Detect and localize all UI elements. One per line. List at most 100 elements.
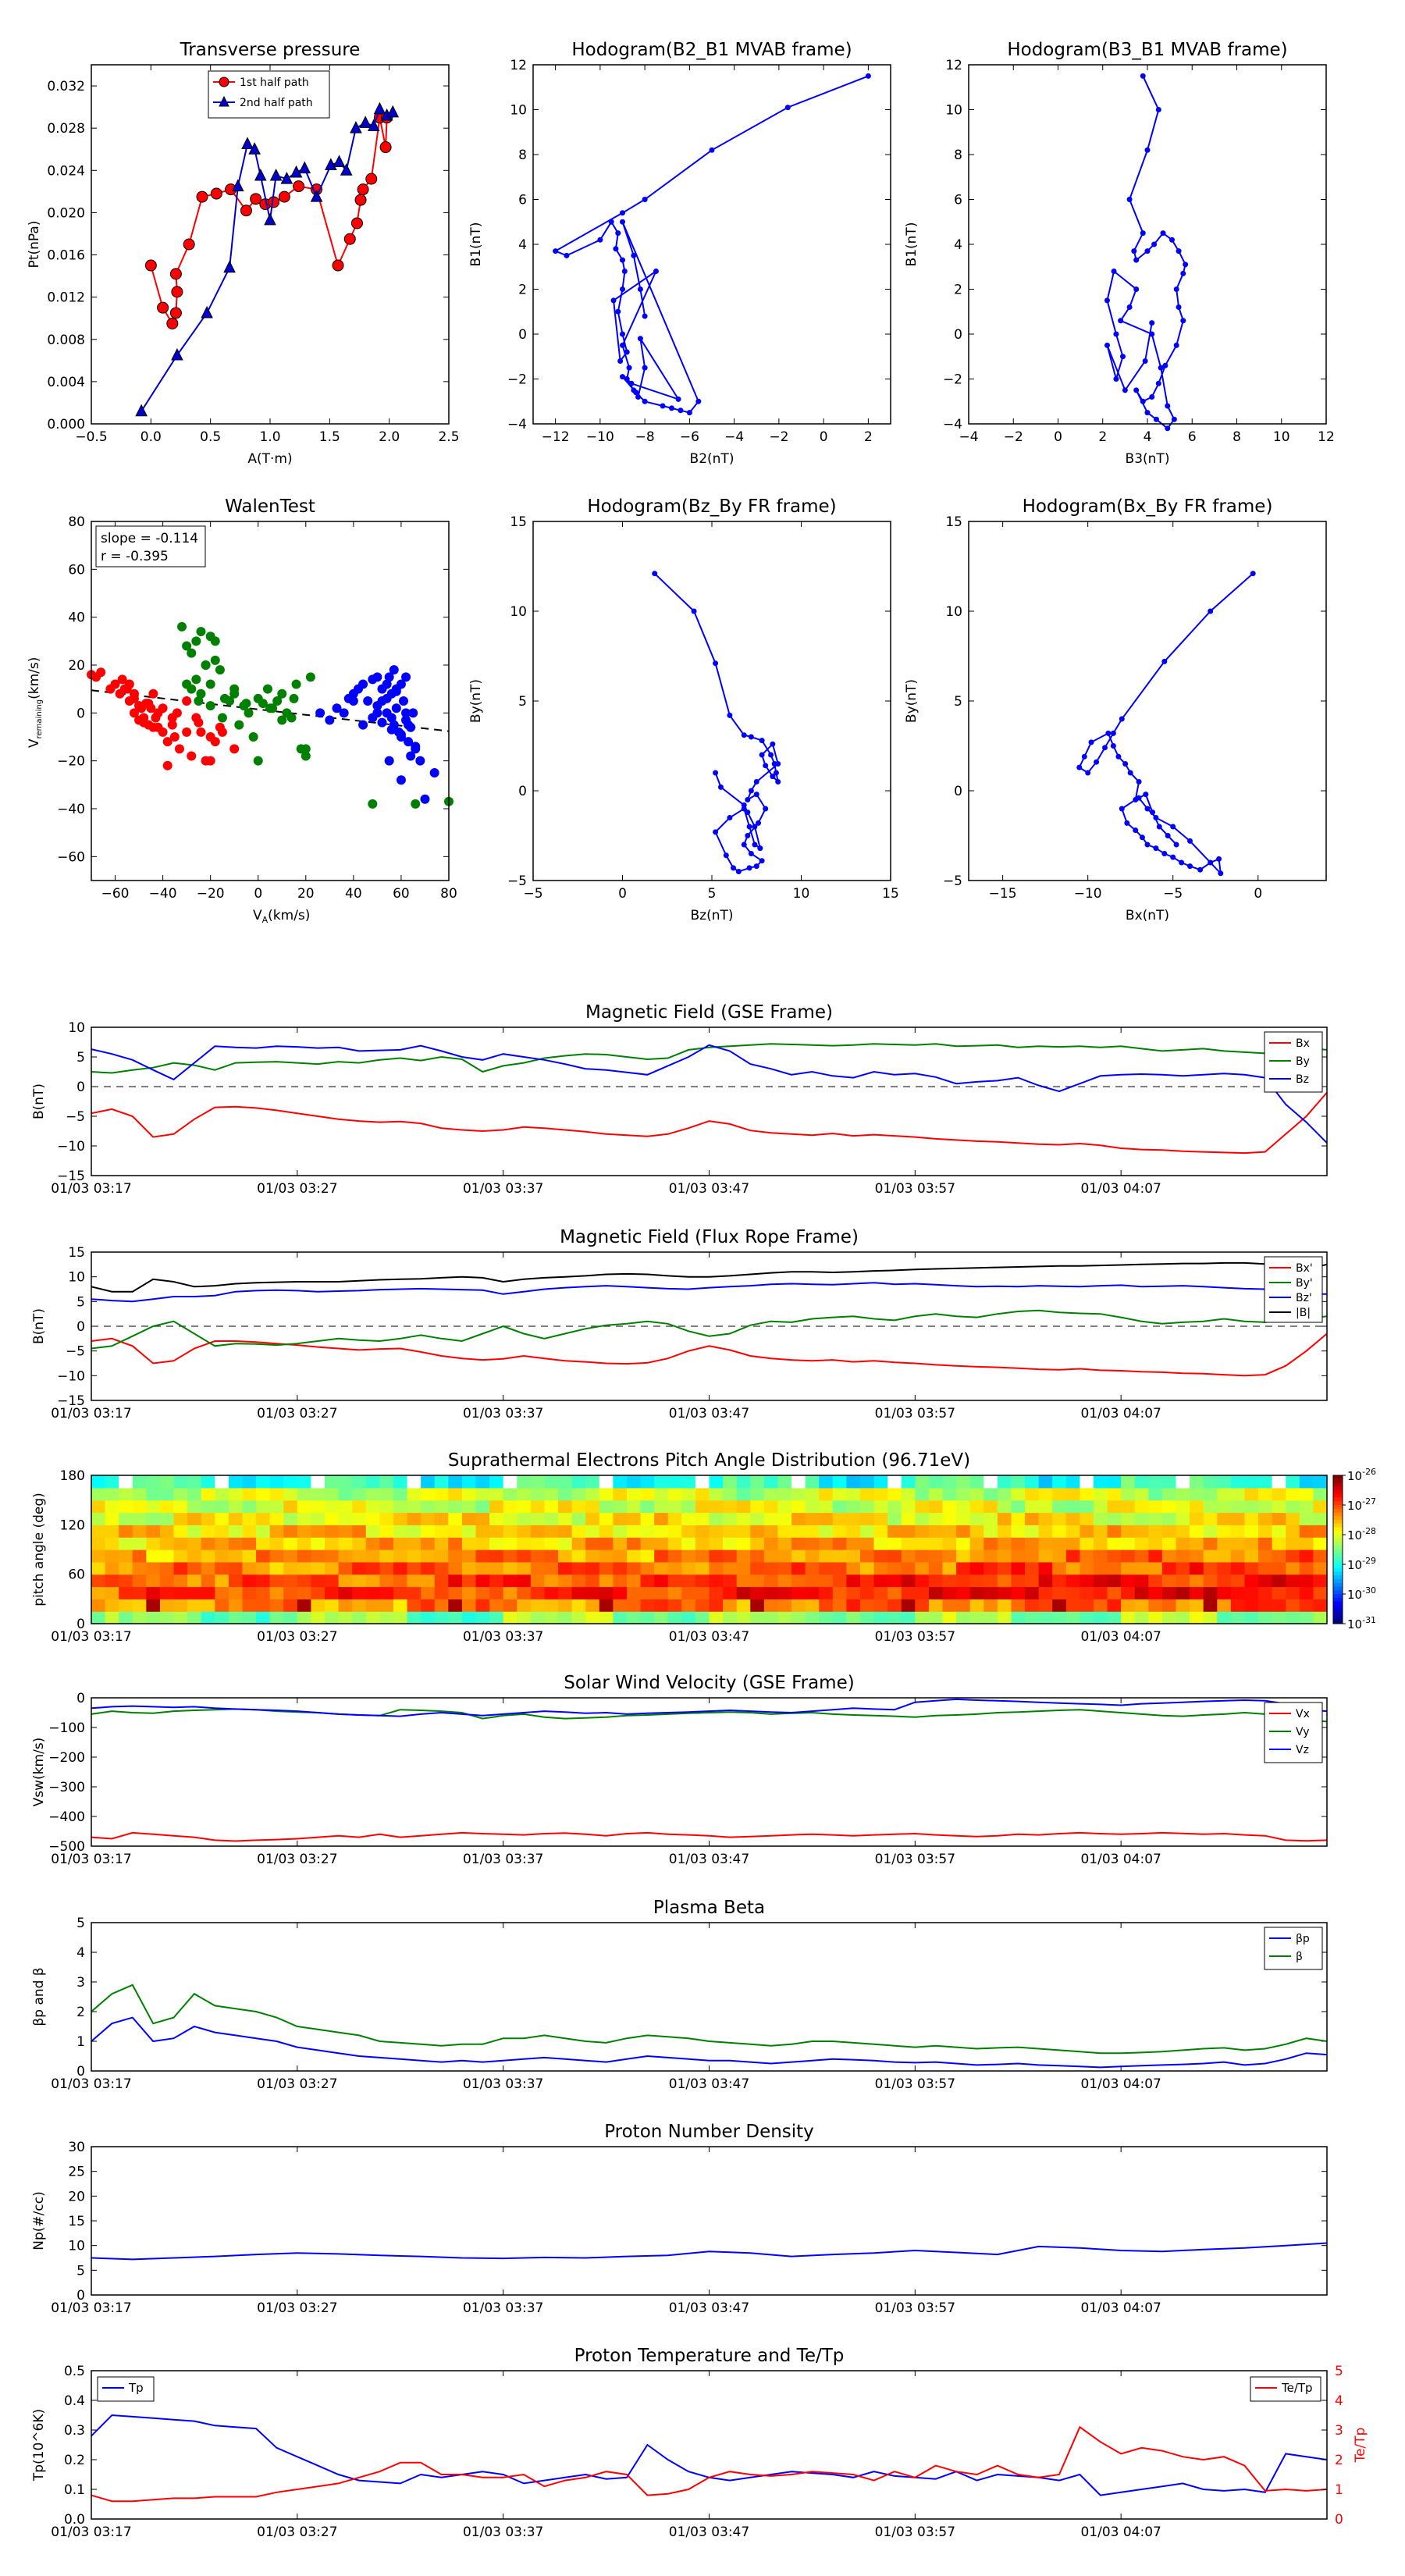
heatmap-cell xyxy=(805,1586,820,1599)
heatmap-cell xyxy=(338,1487,353,1501)
heatmap-cell xyxy=(269,1586,284,1599)
heatmap-cell xyxy=(1038,1611,1053,1624)
heatmap-cell xyxy=(421,1475,436,1489)
chart-title: Magnetic Field (Flux Rope Frame) xyxy=(560,1227,859,1247)
heatmap-cell xyxy=(859,1599,875,1612)
heatmap-cell xyxy=(201,1487,215,1501)
heatmap-cell xyxy=(91,1574,106,1588)
heatmap-cell xyxy=(873,1525,888,1538)
data-point xyxy=(350,217,363,229)
heatmap-cell xyxy=(311,1550,325,1563)
heatmap-cell xyxy=(448,1586,463,1599)
heatmap-cell xyxy=(969,1550,984,1563)
heatmap-cell xyxy=(709,1599,724,1612)
heatmap-cell xyxy=(1286,1512,1300,1525)
heatmap-cell xyxy=(626,1586,642,1599)
heatmap-cell xyxy=(393,1574,408,1588)
heatmap-cell xyxy=(654,1550,669,1563)
data-point xyxy=(291,679,301,689)
heatmap-cell xyxy=(393,1487,408,1501)
heatmap-cell xyxy=(571,1574,586,1588)
heatmap-cell xyxy=(1272,1512,1286,1525)
heatmap-cell xyxy=(1272,1599,1286,1612)
heatmap-cell xyxy=(269,1525,284,1538)
heatmap-cell xyxy=(1230,1537,1246,1550)
heatmap-cell xyxy=(915,1525,930,1538)
colorbar-step xyxy=(1333,1616,1343,1621)
data-point xyxy=(1144,806,1151,812)
y-tick-label: 25 xyxy=(68,2165,85,2180)
heatmap-cell xyxy=(723,1512,738,1525)
heatmap-cell xyxy=(1134,1599,1149,1612)
heatmap-cell xyxy=(709,1512,724,1525)
data-point xyxy=(169,307,182,319)
heatmap-cell xyxy=(421,1512,436,1525)
chart-title: Hodogram(Bx_By FR frame) xyxy=(1023,496,1273,517)
heatmap-cell xyxy=(1230,1586,1246,1599)
heatmap-cell xyxy=(750,1487,765,1501)
x-tick-label: 01/03 03:47 xyxy=(669,1629,749,1645)
heatmap-cell xyxy=(325,1525,340,1538)
heatmap-cell xyxy=(1107,1561,1122,1575)
heatmap-cell xyxy=(1093,1561,1108,1575)
y-axis-label: pitch angle (deg) xyxy=(31,1493,47,1606)
heatmap-cell xyxy=(654,1512,669,1525)
heatmap-cell xyxy=(969,1599,984,1612)
heatmap-cell xyxy=(393,1512,408,1525)
y-axis-label: B(nT) xyxy=(31,1308,47,1344)
heatmap-cell xyxy=(763,1611,779,1624)
heatmap-cell xyxy=(311,1599,325,1612)
heatmap-cell xyxy=(599,1599,614,1612)
heatmap-cell xyxy=(132,1512,147,1525)
heatmap-cell xyxy=(434,1561,449,1575)
heatmap-cell xyxy=(1121,1586,1136,1599)
heatmap-cell xyxy=(1230,1475,1246,1489)
data-point xyxy=(1156,824,1162,830)
data-point xyxy=(1133,827,1139,834)
data-point xyxy=(404,737,414,747)
data-point xyxy=(865,73,871,79)
data-point xyxy=(1149,320,1155,326)
heatmap-cell xyxy=(928,1512,944,1525)
colorbar-step xyxy=(1333,1546,1343,1550)
data-point xyxy=(746,824,752,830)
heatmap-cell xyxy=(256,1512,271,1525)
heatmap-cell xyxy=(1176,1487,1190,1501)
heatmap-cell xyxy=(832,1599,847,1612)
heatmap-cell xyxy=(846,1512,861,1525)
series-line-0 xyxy=(91,1332,1328,1377)
data-point xyxy=(194,696,204,706)
heatmap-cell xyxy=(1244,1599,1259,1612)
heatmap-cell xyxy=(517,1574,532,1588)
data-point xyxy=(171,286,183,298)
heatmap-cell xyxy=(173,1586,188,1599)
data-point xyxy=(1143,792,1149,798)
legend-label: Tp xyxy=(128,2381,144,2395)
heatmap-cell xyxy=(1107,1550,1122,1563)
heatmap-cell xyxy=(1313,1475,1328,1489)
heatmap-cell xyxy=(105,1599,119,1612)
data-point xyxy=(1101,745,1108,751)
heatmap-cell xyxy=(338,1475,353,1489)
heatmap-cell xyxy=(1244,1512,1259,1525)
heatmap-cell xyxy=(105,1611,119,1624)
y-tick-label: −10 xyxy=(57,1368,85,1384)
heatmap-cell xyxy=(599,1500,614,1514)
heatmap-cell xyxy=(352,1586,367,1599)
heatmap-cell xyxy=(173,1561,188,1575)
data-point xyxy=(620,374,625,380)
heatmap-cell xyxy=(1134,1475,1149,1489)
y-tick-label-right: 4 xyxy=(1335,2393,1343,2409)
heatmap-cell xyxy=(1093,1599,1108,1612)
heatmap-cell xyxy=(681,1475,696,1489)
heatmap-cell xyxy=(475,1512,490,1525)
heatmap-cell xyxy=(681,1537,696,1550)
heatmap-cell xyxy=(791,1487,806,1501)
heatmap-cell xyxy=(585,1537,600,1550)
heatmap-cell xyxy=(503,1475,518,1489)
heatmap-cell xyxy=(215,1550,229,1563)
heatmap-cell xyxy=(791,1525,806,1538)
heatmap-cell xyxy=(297,1537,312,1550)
data-point xyxy=(396,775,406,785)
